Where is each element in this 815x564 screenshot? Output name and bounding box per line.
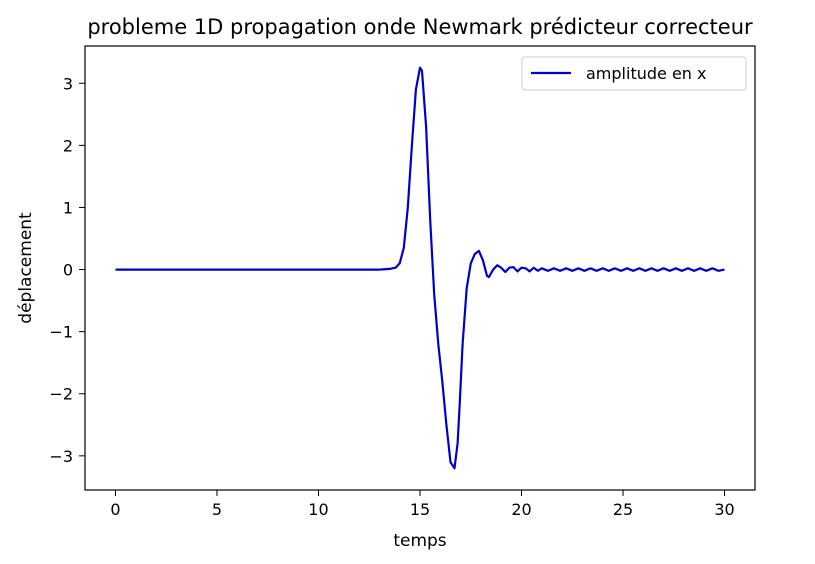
x-tick-label: 10 [308,500,328,519]
x-tick-label: 20 [511,500,531,519]
x-axis: 0 5 10 15 20 25 30 [110,490,735,519]
x-tick-label: 5 [212,500,222,519]
x-tick-label: 15 [410,500,430,519]
series-line-amplitude [115,66,725,470]
legend-label: amplitude en x [586,64,706,83]
x-tick-label: 0 [110,500,120,519]
y-tick-label: 2 [63,136,73,155]
y-tick-label: −2 [49,385,73,404]
y-tick-label: −1 [49,323,73,342]
y-tick-label: 0 [63,261,73,280]
y-tick-label: 3 [63,74,73,93]
legend-box [521,56,747,91]
y-tick-label: −3 [49,447,73,466]
x-tick-label: 30 [714,500,734,519]
plot-area [84,45,756,491]
x-tick-label: 25 [613,500,633,519]
y-tick-label: 1 [63,198,73,217]
x-axis-label: temps [393,531,446,551]
y-axis: 3 2 1 0 −1 −2 −3 [49,74,85,466]
chart-title: probleme 1D propagation onde Newmark pré… [87,15,753,39]
y-axis-label: déplacement [16,212,36,324]
legend: amplitude en x [521,56,747,91]
